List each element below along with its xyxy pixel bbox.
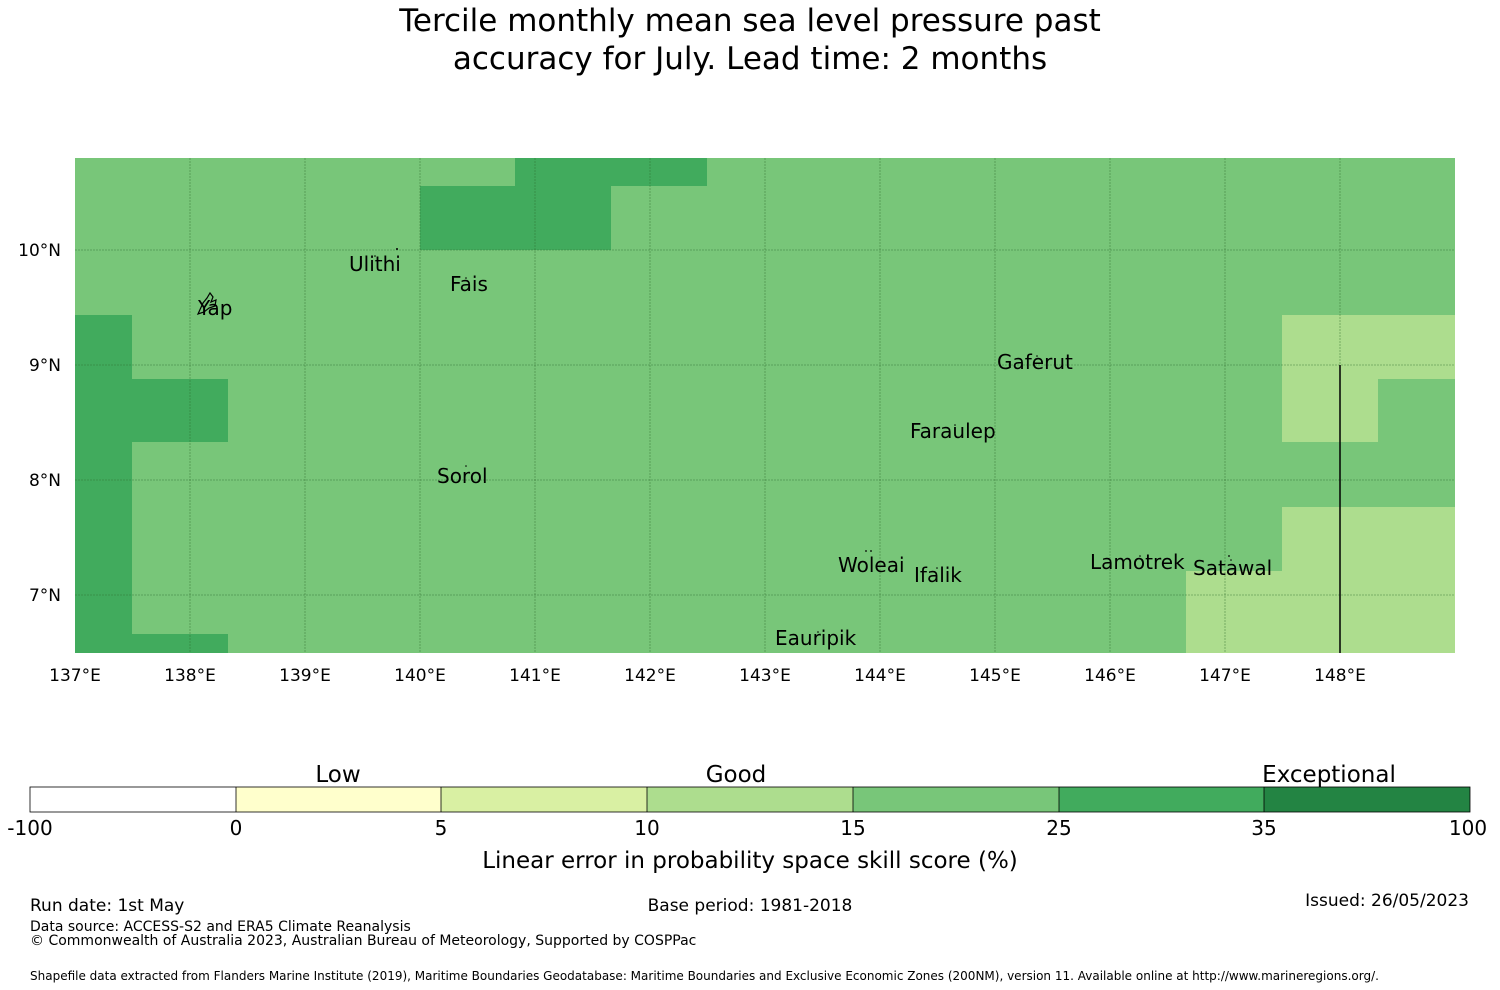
skill-cell (515, 158, 707, 186)
lon-label: 138°E (164, 666, 216, 686)
place-label-woleai: Woleai (838, 553, 905, 577)
lon-label: 141°E (509, 666, 561, 686)
lon-label: 137°E (49, 666, 101, 686)
colorbar-tick: 0 (230, 816, 243, 840)
skill-cells-25-35 (75, 158, 707, 653)
copyright: © Commonwealth of Australia 2023, Austra… (30, 933, 696, 949)
colorbar-bin (1264, 787, 1470, 812)
lon-label: 140°E (394, 666, 446, 686)
base-period: Base period: 1981-2018 (648, 896, 853, 916)
skill-cell (1282, 507, 1455, 653)
place-label-yap: Yap (197, 296, 232, 320)
lon-label: 144°E (854, 666, 906, 686)
skill-cell (1282, 315, 1455, 379)
place-label-fais: Fais (450, 272, 488, 296)
skill-cell (75, 315, 132, 653)
data-source: Data source: ACCESS-S2 and ERA5 Climate … (30, 919, 411, 935)
skill-cells-10-15 (1186, 315, 1455, 653)
lon-label: 146°E (1084, 666, 1136, 686)
colorbar-bin (647, 787, 853, 812)
lat-label: 8°N (29, 471, 61, 491)
skill-cell (420, 158, 515, 186)
colorbar-category-good: Good (706, 762, 767, 788)
colorbar-tick: 15 (840, 816, 865, 840)
skill-cell (1282, 379, 1378, 442)
lon-label: 142°E (624, 666, 676, 686)
colorbar: Low Good Exceptional -100 0 5 10 15 25 3… (7, 762, 1487, 874)
place-label-sorol: Sorol (437, 464, 488, 488)
issued-date: Issued: 26/05/2023 (1305, 891, 1469, 911)
place-label-ulithi: Ulithi (349, 252, 401, 276)
lat-label: 7°N (29, 586, 61, 606)
colorbar-bin (853, 787, 1059, 812)
title-line-2: accuracy for July. Lead time: 2 months (452, 41, 1048, 77)
lat-label: 10°N (18, 241, 61, 261)
skill-cell (132, 379, 228, 442)
lon-label: 145°E (969, 666, 1021, 686)
colorbar-tick: 25 (1046, 816, 1071, 840)
colorbar-bin (236, 787, 441, 812)
colorbar-tick: 35 (1251, 816, 1276, 840)
colorbar-tick: 100 (1449, 816, 1487, 840)
colorbar-tick: 10 (634, 816, 659, 840)
place-label-eauripik: Eauripik (775, 626, 857, 650)
colorbar-tick: -100 (7, 816, 52, 840)
place-label-ifalik: Ifalik (914, 563, 962, 587)
colorbar-label: Linear error in probability space skill … (482, 848, 1018, 874)
colorbar-category-exceptional: Exceptional (1262, 762, 1396, 788)
colorbar-bin (30, 787, 236, 812)
colorbar-bin (441, 787, 647, 812)
lat-labels: 10°N 9°N 8°N 7°N (18, 241, 61, 606)
shapefile-credit: Shapefile data extracted from Flanders M… (30, 969, 1379, 983)
place-label-faraulep: Faraulep (910, 419, 996, 443)
colorbar-category-low: Low (315, 762, 360, 788)
map-title: Tercile monthly mean sea level pressure … (0, 2, 1500, 78)
gridlines (75, 158, 1455, 653)
island-dots (374, 248, 1232, 633)
lon-label: 143°E (739, 666, 791, 686)
lon-labels: 137°E 138°E 139°E 140°E 141°E 142°E 143°… (49, 666, 1366, 686)
place-label-gaferut: Gaferut (997, 350, 1073, 374)
run-date: Run date: 1st May (30, 896, 184, 916)
place-labels: Ulithi Fais Yap Gaferut Faraulep Sorol W… (197, 252, 1272, 650)
lon-label: 148°E (1314, 666, 1366, 686)
place-label-lamotrek: Lamotrek (1090, 550, 1185, 574)
colorbar-tick: 5 (435, 816, 448, 840)
skill-cell (132, 634, 228, 653)
lon-label: 139°E (279, 666, 331, 686)
skill-cell (1186, 571, 1282, 653)
title-line-1: Tercile monthly mean sea level pressure … (399, 3, 1101, 39)
yap-island-shape (196, 291, 217, 316)
lon-label: 147°E (1199, 666, 1251, 686)
lat-label: 9°N (29, 356, 61, 376)
skill-cell (420, 186, 611, 250)
colorbar-bin (1059, 787, 1264, 812)
place-label-satawal: Satawal (1193, 556, 1272, 580)
footer: Run date: 1st May Base period: 1981-2018… (30, 891, 1469, 983)
